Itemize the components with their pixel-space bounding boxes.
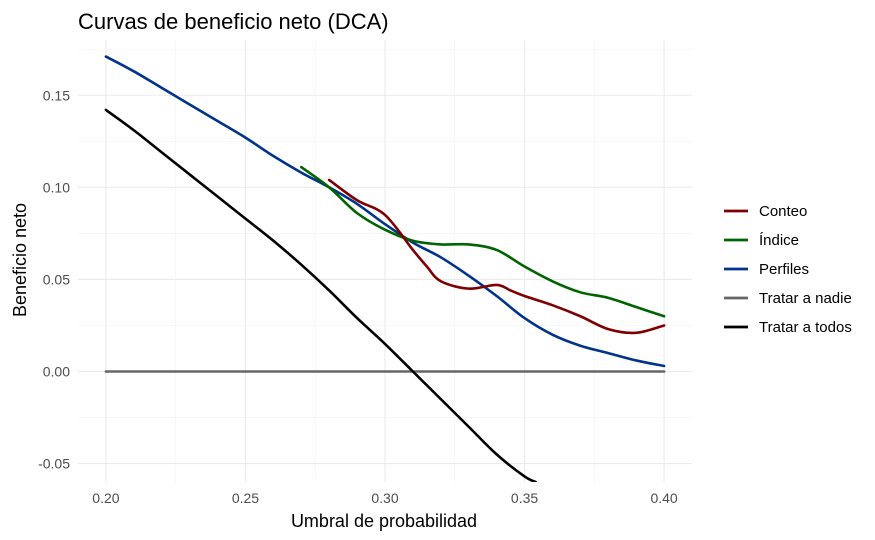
series-line-indice	[299, 165, 666, 318]
legend-label: Índice	[759, 232, 799, 249]
x-axis-ticks: 0.20 0.25 0.30 0.35 0.40	[92, 490, 678, 506]
x-tick-label: 0.30	[371, 490, 398, 506]
x-tick-label: 0.40	[650, 490, 677, 506]
series-line-tratar-a-todos	[104, 108, 538, 482]
legend-label: Tratar a todos	[759, 319, 852, 336]
legend: Conteo Índice Perfiles Tratar a nadie Tratar…	[724, 203, 852, 336]
x-axis-title: Umbral de probabilidad	[291, 511, 477, 531]
legend-label: Perfiles	[759, 261, 809, 278]
y-tick-label: 0.05	[43, 271, 70, 287]
chart-title: Curvas de beneficio neto (DCA)	[78, 9, 389, 34]
series-line-perfiles	[104, 55, 666, 368]
y-tick-label: 0.10	[43, 179, 70, 195]
grid	[78, 40, 692, 482]
series-line-conteo	[327, 178, 666, 335]
legend-label: Tratar a nadie	[759, 290, 852, 307]
legend-label: Conteo	[759, 203, 807, 220]
y-tick-label: -0.05	[38, 456, 70, 472]
x-tick-label: 0.20	[92, 490, 119, 506]
x-tick-label: 0.25	[232, 490, 259, 506]
y-tick-label: 0.15	[43, 87, 70, 103]
y-axis-ticks: -0.05 0.00 0.05 0.10 0.15	[38, 87, 70, 471]
series-layer	[104, 55, 666, 482]
y-axis-title: Beneficio neto	[10, 203, 30, 317]
y-tick-label: 0.00	[43, 364, 70, 380]
x-tick-label: 0.35	[511, 490, 538, 506]
